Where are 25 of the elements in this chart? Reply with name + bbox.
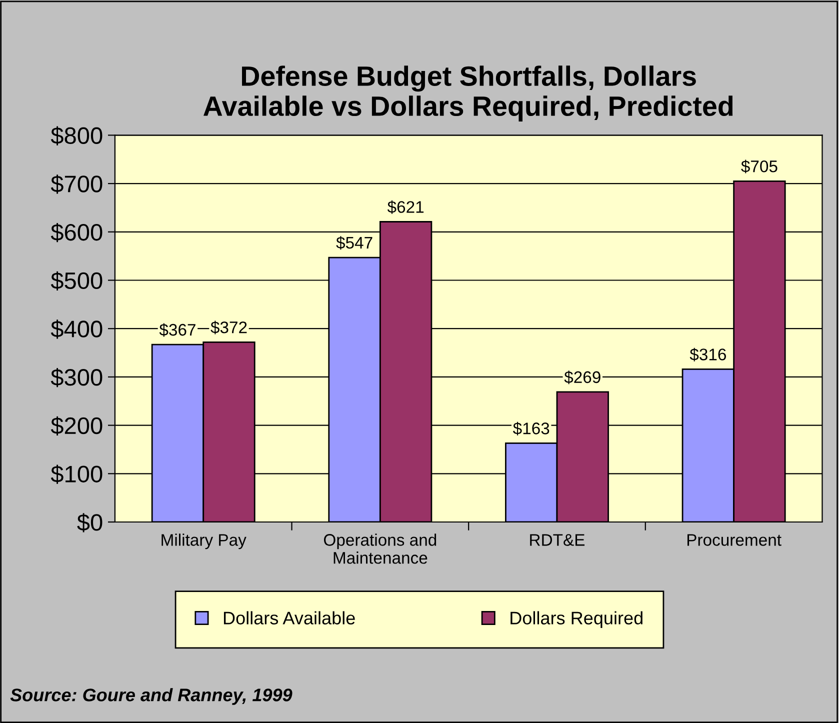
data-label: $372 bbox=[210, 320, 247, 334]
data-label: $705 bbox=[741, 160, 778, 174]
legend-label: Dollars Available bbox=[224, 611, 355, 624]
data-label: $316 bbox=[690, 348, 726, 362]
y-tick-label: $400 bbox=[50, 320, 102, 339]
y-tick-label: $600 bbox=[50, 222, 102, 242]
x-tick-label: Procurement bbox=[687, 534, 782, 546]
legend-label: Dollars Required bbox=[510, 611, 642, 628]
x-tick-label: Operations and Maintenance bbox=[324, 534, 436, 564]
y-tick-label: $700 bbox=[50, 174, 102, 194]
data-label: $547 bbox=[336, 236, 372, 250]
y-tick-label: $300 bbox=[50, 368, 102, 388]
y-tick-label: $800 bbox=[50, 126, 102, 146]
data-label: $367 bbox=[159, 323, 196, 337]
y-tick-label: $200 bbox=[50, 416, 102, 436]
x-tick-label: RDT&E bbox=[530, 534, 585, 546]
chart-title: Defense Budget Shortfalls, Dollars Available vs Dollars Required, Predicted bbox=[204, 66, 733, 122]
y-tick-label: $500 bbox=[50, 271, 102, 290]
x-tick-label: Military Pay bbox=[162, 534, 246, 550]
data-label: $269 bbox=[564, 370, 600, 384]
data-label: $163 bbox=[512, 422, 550, 436]
data-label: $621 bbox=[387, 200, 424, 214]
y-tick-label: $0 bbox=[77, 513, 102, 532]
y-tick-label: $100 bbox=[50, 464, 102, 484]
source-note: Source: Goure and Ranney, 1999 bbox=[10, 688, 292, 705]
